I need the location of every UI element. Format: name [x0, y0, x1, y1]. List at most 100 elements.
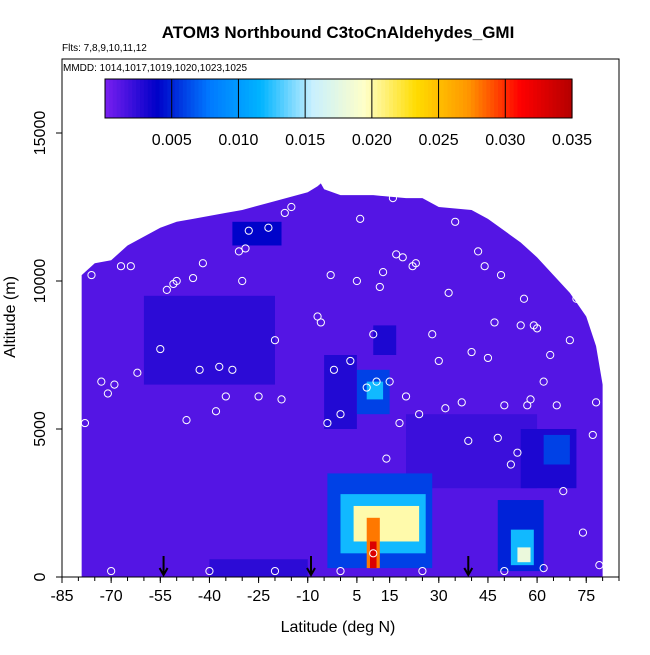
colorbar-swatch [136, 79, 141, 118]
x-tick-label: -10 [296, 588, 319, 605]
colorbar-swatch [447, 79, 452, 118]
colorbar-swatch [210, 79, 215, 118]
sample-point [457, 398, 466, 407]
y-tick-label: 15000 [32, 111, 49, 156]
sample-point [500, 566, 509, 576]
field-region [543, 434, 570, 465]
sample-point [241, 244, 250, 253]
sample-point [80, 418, 90, 428]
field-region [143, 295, 275, 385]
sample-point [418, 566, 427, 576]
y-tick-label: 0 [32, 572, 49, 581]
sample-point [578, 528, 588, 537]
sample-point [565, 336, 574, 345]
colorbar-swatch [124, 79, 129, 118]
colorbar-swatch [225, 79, 231, 118]
sample-point [362, 383, 371, 392]
sample-point [162, 285, 171, 294]
field-region [373, 325, 397, 355]
colorbar-tick-label: 0.025 [419, 132, 459, 149]
x-tick-label: -55 [149, 588, 172, 605]
sample-point [552, 401, 561, 410]
sample-point [418, 188, 427, 197]
colorbar-swatch [490, 79, 495, 118]
colorbar-swatch [241, 79, 246, 118]
colorbar-swatch [455, 79, 460, 118]
colorbar-swatch [132, 79, 137, 118]
colorbar-swatch [377, 79, 382, 118]
sample-point [539, 377, 548, 386]
x-tick-label: -70 [100, 588, 123, 605]
colorbar-swatch [533, 79, 538, 118]
colorbar-swatch [350, 79, 355, 118]
colorbar-tick-label: 0.035 [552, 132, 592, 149]
sample-point [444, 288, 453, 297]
sample-point [411, 259, 420, 268]
field-region [209, 559, 308, 577]
sample-point [464, 436, 473, 445]
colorbar-swatch [431, 79, 437, 118]
heatmap-field [81, 183, 603, 577]
colorbar-swatch [513, 79, 519, 118]
colorbar-swatch [552, 79, 558, 118]
sample-point [559, 487, 568, 496]
colorbar-swatch [443, 79, 449, 118]
sample-point [375, 282, 384, 292]
colorbar-swatch [420, 79, 425, 118]
colorbar-swatch [264, 79, 270, 118]
sample-point [228, 365, 237, 374]
sample-point [336, 410, 345, 419]
colorbar-swatch [159, 79, 164, 118]
sample-point [395, 418, 404, 428]
x-tick-label: 60 [528, 588, 546, 605]
flights-note: Flts: 7,8,9,10,11,12 [62, 43, 147, 54]
colorbar-swatch [424, 79, 429, 118]
colorbar-tick-label: 0.015 [285, 132, 325, 149]
colorbar-swatch [357, 79, 363, 118]
sample-point [385, 377, 394, 386]
colorbar-swatch [381, 79, 386, 118]
colorbar-swatch [171, 79, 176, 118]
colorbar-swatch [276, 79, 281, 118]
sample-point [392, 250, 401, 259]
colorbar-swatch [505, 79, 511, 118]
sample-point [500, 401, 509, 410]
sample-point [519, 294, 529, 303]
colorbar-swatch [373, 79, 379, 118]
sample-point [110, 380, 119, 389]
colorbar-swatch [428, 79, 433, 118]
sample-point [382, 454, 391, 463]
colorbar-swatch [182, 79, 188, 118]
colorbar-swatch [396, 79, 402, 118]
colorbar-swatch [342, 79, 347, 118]
colorbar-swatch [140, 79, 145, 118]
sample-point [234, 247, 244, 256]
sample-point [316, 318, 325, 327]
colorbar-swatch [120, 79, 126, 118]
sample-point [254, 392, 263, 401]
colorbar-swatch [451, 79, 456, 118]
sample-point [103, 389, 112, 398]
colorbar-swatch [346, 79, 351, 118]
sample-point [483, 353, 493, 363]
sample-point [323, 418, 332, 428]
x-axis-label: Latitude (deg N) [281, 619, 396, 636]
sample-points [67, 185, 604, 576]
sample-point [588, 430, 597, 440]
colorbar-swatch [416, 79, 421, 118]
sample-point [496, 270, 506, 280]
colorbar-swatch [517, 79, 523, 118]
flight-arrow-head [158, 567, 169, 578]
colorbar-swatch [470, 79, 476, 118]
colorbar-swatch [501, 79, 507, 118]
sample-point [211, 407, 221, 416]
colorbar-swatch [400, 79, 406, 118]
x-tick-label: 75 [577, 588, 595, 605]
colorbar-swatch [529, 79, 534, 118]
colorbar-swatch [494, 79, 499, 118]
colorbar-swatch [544, 79, 550, 118]
sample-point [116, 262, 126, 271]
sample-point [506, 460, 515, 469]
sample-point [297, 185, 306, 194]
